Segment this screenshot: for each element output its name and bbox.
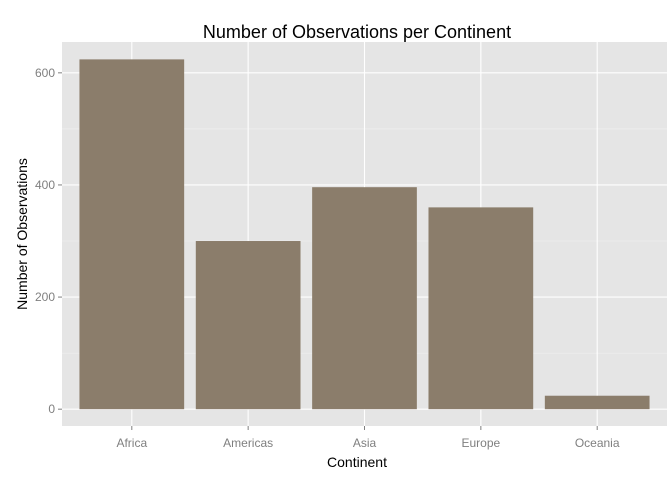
chart-title: Number of Observations per Continent xyxy=(203,22,511,42)
x-tick-label: Europe xyxy=(461,436,500,450)
y-axis-ticks: 0 200 400 600 xyxy=(35,66,62,416)
y-axis-title: Number of Observations xyxy=(14,158,30,310)
bar-africa xyxy=(79,59,185,410)
y-tick-label: 200 xyxy=(35,290,55,304)
y-tick-label: 0 xyxy=(48,402,55,416)
bar-americas xyxy=(195,241,301,410)
bars xyxy=(79,59,650,410)
bar-asia xyxy=(312,187,417,410)
x-tick-label: Americas xyxy=(223,436,273,450)
x-axis-ticks: Africa Americas Asia Europe Oceania xyxy=(116,426,620,450)
x-tick-label: Africa xyxy=(116,436,147,450)
x-tick-label: Oceania xyxy=(575,436,620,450)
y-tick-label: 400 xyxy=(35,178,55,192)
x-tick-label: Asia xyxy=(353,436,377,450)
bar-oceania xyxy=(544,395,650,410)
y-tick-label: 600 xyxy=(35,66,55,80)
bar-europe xyxy=(428,207,534,410)
x-axis-title: Continent xyxy=(327,454,387,470)
